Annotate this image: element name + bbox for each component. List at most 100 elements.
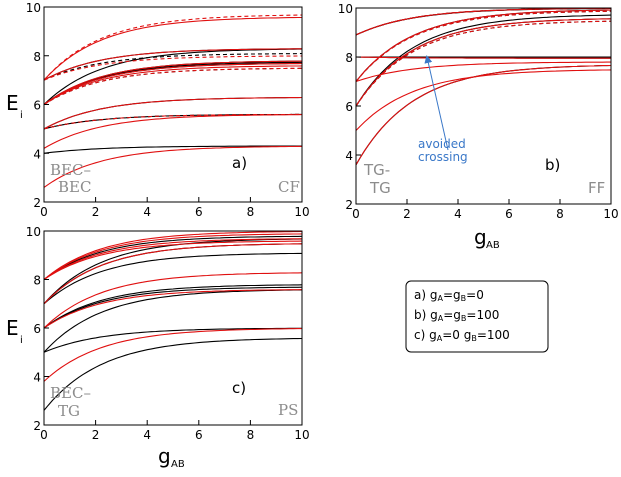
panel-a-corner-left-2: BEC [58,178,91,196]
panel-b-xtick-label: 8 [556,207,564,221]
panel-a-xtick-label: 10 [294,205,309,219]
legend-entry-0: a) gA=gB=0 [414,288,484,303]
legend-rows: a) gA=gB=0 b) gA=gB=100 c) gA=0 gB=100 [414,288,510,343]
panel-c-ytick-label: 6 [33,322,41,336]
panel-b-ytick-label: 8 [345,51,353,65]
panel-a-black-solid-curve-6 [43,48,302,105]
panel-a-xtick-label: 4 [143,205,151,219]
panel-c-black-solid-curve-8 [43,235,303,280]
panel-a-red-dashed-curve-3 [43,14,303,81]
panel-a-corner-right: CF [278,178,300,196]
panel-b-label: b) [545,156,560,174]
panel-c-red-solid-curve-1 [43,289,303,329]
panel-b-ytick-label: 4 [345,149,353,163]
panel-c-ytick-label: 8 [33,274,41,288]
panel-c-xtick-label: 6 [195,428,203,442]
panel-b-red-solid-curve-3 [355,61,611,83]
panel-c-corner-left-1: BEC– [50,384,91,402]
panel-c-red-solid-curve-4 [43,240,303,280]
panel-c-xtick-label: 4 [143,428,151,442]
panel-a-ylabel: E [6,91,19,115]
panel-c-red-solid-curve-2 [43,272,303,329]
panel-b-black-solid-curve-2 [355,14,612,107]
legend: a) gA=gB=0 b) gA=gB=100 c) gA=0 gB=100 [405,280,549,353]
panel-b-red-solid-curve-2 [355,18,612,107]
panel-b-xtick-label: 10 [603,207,618,221]
panel-a-red-solid-curve-4 [43,62,303,105]
panel-c-xtick-label: 0 [40,428,48,442]
avoided-crossing-label-1: avoided [418,137,466,151]
panel-c-black-solid-curve-0 [43,337,303,411]
panel-c-black-solid-curve-7 [43,238,303,305]
panel-b-red-dashed-curve-1 [355,10,612,82]
panel-c-black-solid-curve-5 [43,252,302,305]
legend-box [405,280,549,353]
panel-c-black-solid-curve-2 [43,289,303,353]
panel-a-red-solid-curve-1 [43,114,303,149]
panel-b-red-solid-curve-5 [355,56,611,59]
panel-b-red-solid-curve-1 [355,69,612,131]
panel-a-xtick-label: 6 [195,205,203,219]
panel-a-ytick-label: 6 [33,99,41,113]
panel-b-ytick-label: 2 [345,198,353,212]
panel-c-black-solid-curve-4 [43,284,303,329]
panel-a-ytick-label: 8 [33,50,41,64]
panel-b-ytick-label: 10 [338,2,353,16]
panel-b-xtick-label: 2 [403,207,411,221]
panel-b-xtick-label: 6 [505,207,513,221]
avoided-crossing-label-2: crossing [418,150,468,164]
panel-b-xlabel: g [474,225,487,249]
avoided-crossing-arrow [424,55,449,151]
panel-c-red-solid-curve-6 [43,233,303,280]
panel-a-corner-left-1: BEC– [50,161,91,179]
panel-b-red-solid-curve-0 [355,64,612,166]
panel-c-red-solid-curve-3 [43,243,303,305]
panel-a-black-solid-curve-0 [43,145,302,154]
panel-a-xtick-label: 2 [92,205,100,219]
legend-entry-1: b) gA=gB=100 [414,308,499,323]
panel-b-xtick-label: 4 [454,207,462,221]
panel-a-black-solid-curve-1 [43,113,302,130]
panel-a-red-solid-curve-7 [43,16,302,81]
panel-a-black-dashed-curve-2 [43,53,302,81]
panel-c-ytick-label: 10 [26,225,41,239]
panel-c-ylabel: E [6,316,19,340]
panel-b-corner-left-1: TG- [363,161,390,179]
panel-c-xtick-label: 2 [92,428,100,442]
panel-a-red-solid-curve-6 [43,48,302,81]
panel-c-curves [43,230,303,411]
panel-c-ytick-label: 4 [33,371,41,385]
panel-c-black-solid-curve-1 [43,327,302,353]
panel-a-xtick-label: 0 [40,205,48,219]
panel-b-curves [355,7,612,166]
panel-c-label: c) [232,379,246,397]
panel-c-corner-right: PS [278,401,298,419]
panel-c-red-solid-curve-7 [43,230,303,280]
panel-a-ylabel-sub: i [20,110,23,121]
panel-b-corner-left-2: TG [369,179,391,197]
panel-b-corner-right: FF [588,179,605,197]
panel-a-ytick-label: 10 [26,1,41,15]
panel-a-red-dashed-curve-1 [43,67,303,105]
panel-b-xtick-label: 0 [352,207,360,221]
panel-b-red-dashed-curve-2 [355,7,611,36]
panel-b-red-solid-curve-6 [355,7,611,36]
panel-a-red-solid-curve-3 [43,65,303,105]
panel-a-label: a) [232,154,247,172]
panel-a-red-solid-curve-5 [43,60,303,105]
panel-c-corner-left-2: TG [58,402,80,420]
panel-c-ylabel-sub: i [20,335,23,346]
panel-b-red-dashed-curve-0 [355,20,612,107]
panel-a-ytick-label: 4 [33,147,41,161]
panel-c-xtick-label: 10 [294,428,309,442]
panel-b-ytick-label: 6 [345,100,353,114]
panel-a-curves [43,14,303,188]
panel-c-black-solid-curve-3 [43,286,303,329]
